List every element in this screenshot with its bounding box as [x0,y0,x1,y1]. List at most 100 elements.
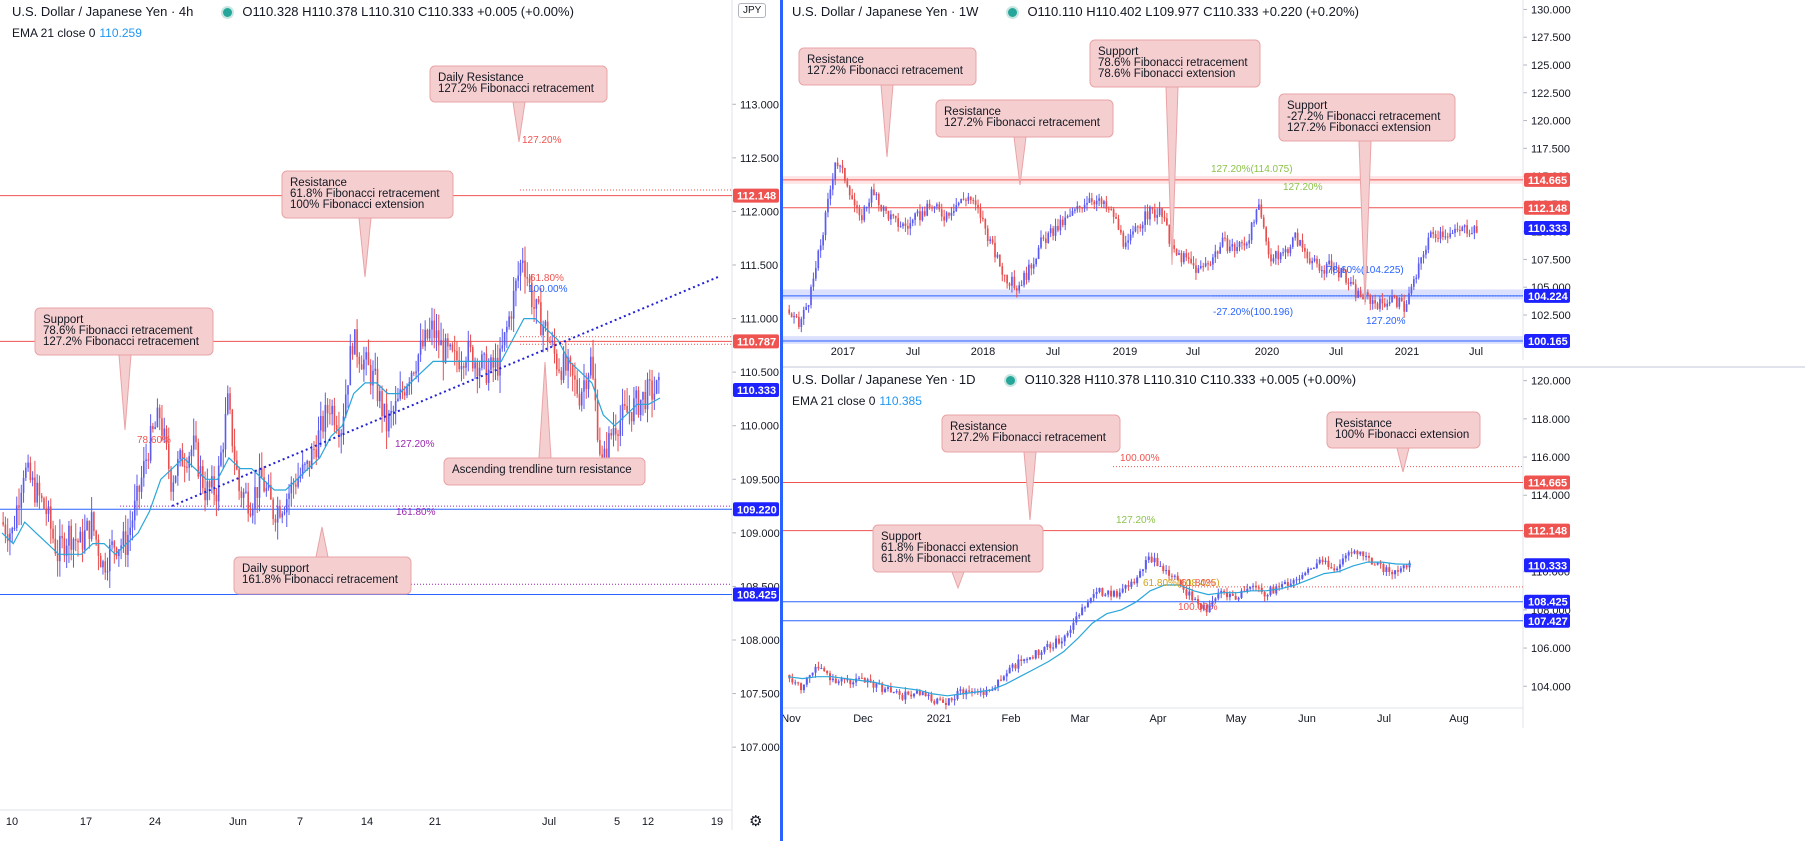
candle-body [943,216,946,221]
candle-body [824,212,827,236]
candle-body [474,362,476,369]
candle-body [1313,258,1316,261]
panel-divider-horizontal[interactable] [783,366,1805,368]
candle-body [378,391,381,402]
candle-body [406,386,408,396]
candle-body [596,400,599,440]
candle-body [1118,592,1121,597]
candle-body [260,468,263,478]
candle-body [1209,264,1212,266]
candle-body [952,210,955,213]
chart-svg-4h[interactable]: 113.000 112.500 112.000 111.500 111.000 110.5… [0,0,780,841]
candle-body [1020,285,1023,287]
fib-label: 61.80% [1181,578,1215,589]
candle-body [385,403,388,432]
ema-legend-1d[interactable]: EMA 21 close 0 110.385 [792,394,922,408]
candle-body [1333,568,1336,571]
candle-body [1120,229,1122,233]
settings-gear-icon[interactable]: ⚙ [749,813,763,830]
resistance-callout-text: 61.8% Fibonacci retracement [290,188,440,200]
price-tag-support [1524,594,1570,609]
chart-panel-1w[interactable]: U.S. Dollar / Japanese Yen · 1W O110.110 … [783,0,1805,368]
chart-panel-4h[interactable]: U.S. Dollar / Japanese Yen · 4h O110.328 … [0,0,780,841]
candle-body [519,263,522,276]
y-axis-label: 130.000 [1531,4,1571,16]
y-axis-label: 120.000 [1531,116,1571,128]
candle-body [308,460,311,469]
candle-body [881,683,884,693]
candle-body [794,682,797,684]
candle-body [1437,237,1439,239]
candle-body [65,545,68,556]
candle-body [70,525,73,550]
candle-body [131,520,134,528]
candle-body [254,487,256,509]
candle-body [104,561,107,573]
candle-body [626,405,628,413]
price-tag-label: 104.224 [1528,291,1569,303]
chart-svg-1d[interactable]: 120.000118.000116.000114.000112.000110.0… [783,368,1805,841]
candle-body [923,211,926,216]
candle-body [1425,249,1427,255]
daily-resistance-callout-2-text: Resistance [1335,418,1392,430]
candle-body [1318,263,1321,271]
candle-body [88,520,91,539]
candle-body [356,329,358,357]
daily-resistance-callout-1-text: 127.2% Fibonacci retracement [950,432,1107,444]
candle-body [1207,263,1209,265]
candle-body [918,690,921,695]
candle-body [145,459,147,462]
candle-body [179,450,181,460]
candle-body [1260,204,1263,218]
candle-body [290,482,293,494]
chart-svg-1w[interactable]: 130.000 127.500 125.000 122.500 120.000 117.5… [783,0,1805,368]
candle-body [79,531,82,543]
candle-body [25,467,27,478]
candle-body [517,275,519,281]
candle-body [911,219,914,224]
price-tag-support [733,587,779,602]
candle-body [419,340,422,355]
candle-body [902,223,904,227]
candle-body [40,495,43,499]
candle-body [1233,244,1236,252]
panel-divider-vertical[interactable] [780,0,783,841]
candle-body [1173,245,1176,249]
candle-body [285,499,288,513]
chart-panel-1d[interactable]: U.S. Dollar / Japanese Yen · 1D O110.328 … [783,368,1805,841]
candle-body [81,531,84,550]
candle-body [444,338,447,363]
candle-body [1178,253,1180,256]
candle-body [1347,282,1350,284]
candle-body [192,435,195,450]
candle-body [1156,557,1159,567]
candle-body [451,344,454,351]
candle-body [1187,257,1190,259]
candle-body [1089,597,1092,603]
candle-body [435,330,438,338]
ema-legend-4h[interactable]: EMA 21 close 0 110.259 [12,26,142,40]
candle-body [1170,575,1173,577]
candle-body [562,354,565,380]
candle-body [1379,562,1382,565]
candle-body [224,413,227,450]
candle-body [1388,302,1391,304]
candle-body [1311,260,1314,264]
candle-body [274,519,277,523]
currency-select[interactable]: JPY [738,3,767,18]
x-axis-label: 10 [6,816,18,828]
candle-body [27,462,29,468]
candle-body [1214,598,1217,601]
market-status-icon [1003,374,1017,388]
candle-body [383,403,386,417]
y-axis-label: 108.000 [740,635,780,647]
candle-body [288,493,290,500]
daily-resistance-callout-pointer [512,101,526,143]
candle-body [594,378,597,401]
candle-body [996,254,999,258]
candle-body [129,527,131,536]
candle-body [1015,288,1018,291]
candle-body [589,356,592,376]
candle-body [120,545,122,550]
candle-body [1195,265,1197,273]
